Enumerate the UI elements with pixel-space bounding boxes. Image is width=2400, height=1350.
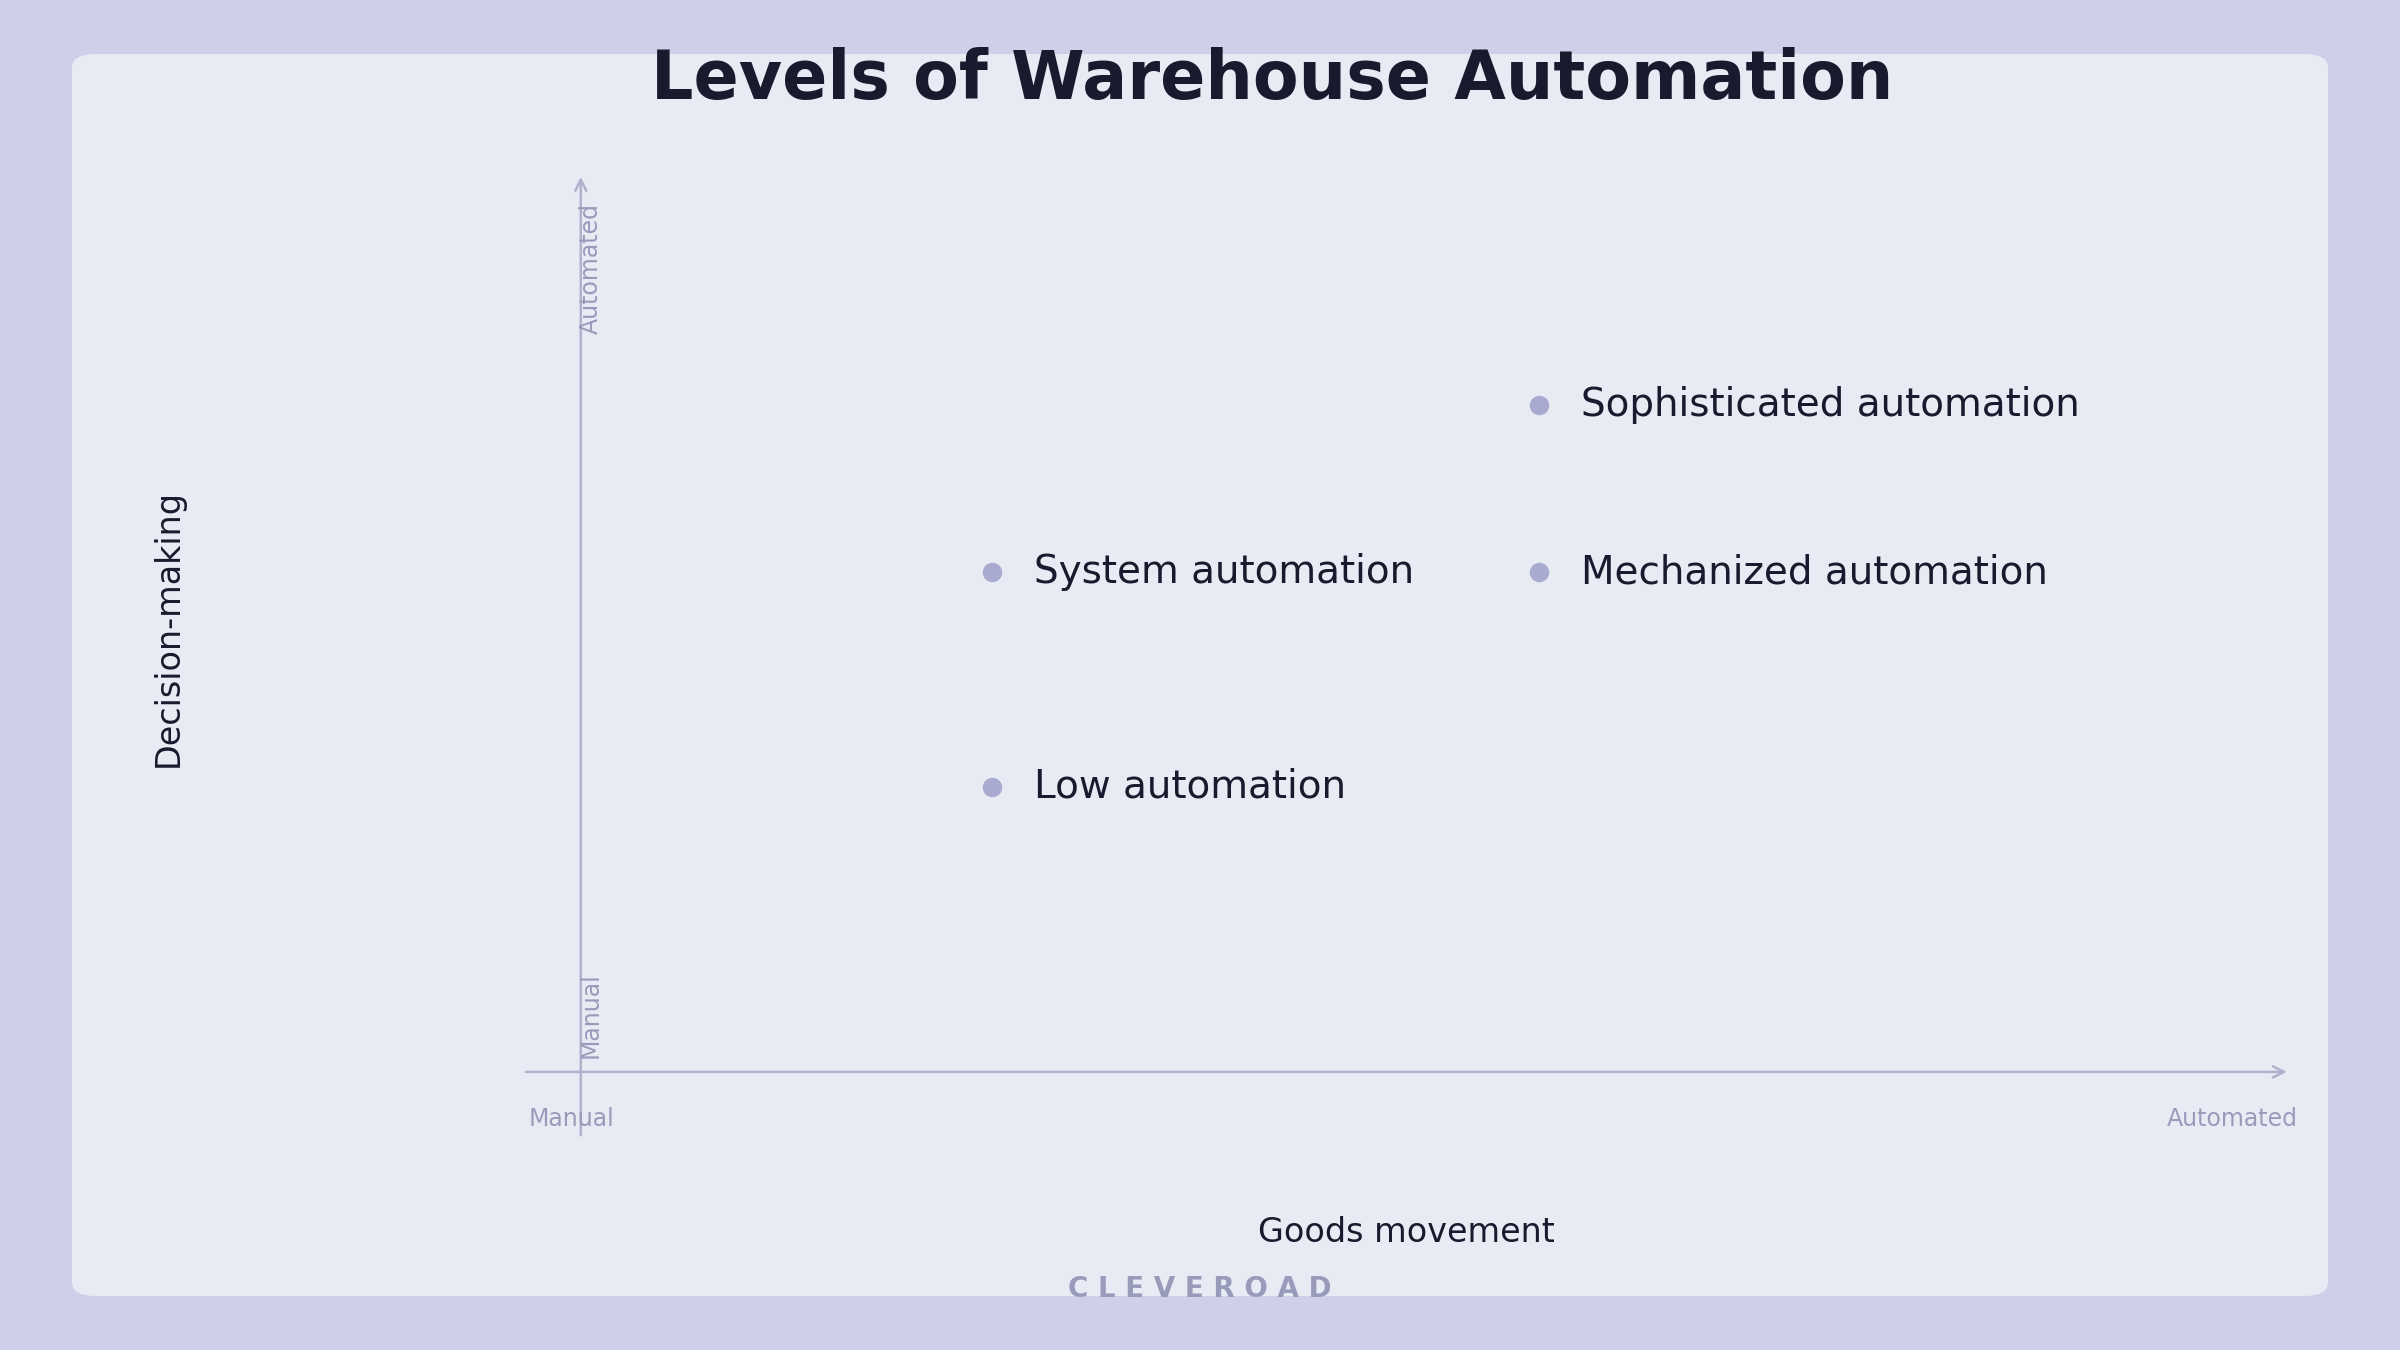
Text: Mechanized automation: Mechanized automation: [1582, 554, 2047, 591]
Text: Low automation: Low automation: [1034, 768, 1346, 806]
Text: System automation: System automation: [1034, 554, 1414, 591]
Text: Sophisticated automation: Sophisticated automation: [1582, 386, 2081, 424]
Text: Goods movement: Goods movement: [1258, 1216, 1555, 1249]
FancyBboxPatch shape: [72, 54, 2328, 1296]
Text: Manual: Manual: [528, 1107, 614, 1131]
Text: Automated: Automated: [578, 202, 602, 335]
Text: Automated: Automated: [2167, 1107, 2297, 1131]
Text: Manual: Manual: [578, 972, 602, 1058]
Text: Levels of Warehouse Automation: Levels of Warehouse Automation: [650, 47, 1894, 112]
Text: Decision-making: Decision-making: [151, 489, 185, 767]
Text: C L E V E R O A D: C L E V E R O A D: [1068, 1276, 1332, 1303]
